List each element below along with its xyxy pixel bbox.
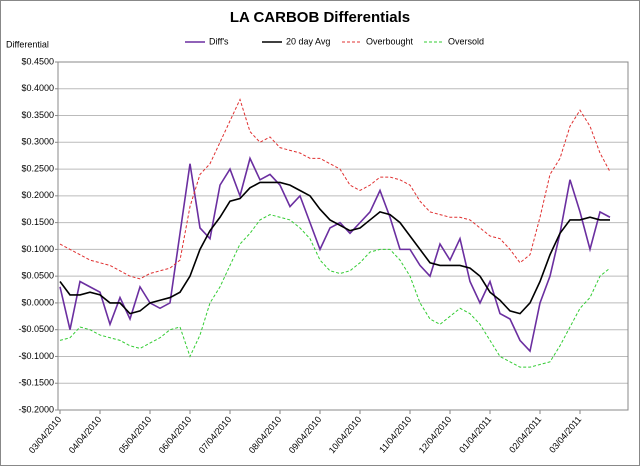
y-tick-label: -$0.1000 bbox=[18, 351, 54, 361]
chart-title: LA CARBOB Differentials bbox=[230, 9, 410, 26]
y-tick-label: -$0.1500 bbox=[18, 378, 54, 388]
plot-area bbox=[57, 61, 629, 411]
y-tick-label: $0.2500 bbox=[21, 163, 54, 173]
y-tick-label: $0.1500 bbox=[21, 217, 54, 227]
y-axis-title: Differential bbox=[6, 39, 49, 49]
legend-label: Oversold bbox=[448, 36, 484, 46]
y-tick-label: -$0.0500 bbox=[18, 324, 54, 334]
series-line bbox=[59, 156, 611, 353]
y-tick-label: $0.2000 bbox=[21, 190, 54, 200]
legend-label: Overbought bbox=[366, 36, 414, 46]
y-tick-label: $0.3500 bbox=[21, 110, 54, 120]
series-line bbox=[59, 214, 611, 368]
legend-label: Diff's bbox=[209, 36, 229, 46]
y-tick-label: $0.0500 bbox=[21, 271, 54, 281]
y-tick-label: $0.4500 bbox=[21, 56, 54, 66]
series-line bbox=[59, 181, 610, 315]
y-tick-label: $0.0000 bbox=[21, 297, 54, 307]
legend-label: 20 day Avg bbox=[286, 36, 330, 46]
y-tick-label: -$0.2000 bbox=[18, 404, 54, 414]
y-tick-label: $0.3000 bbox=[21, 137, 54, 147]
y-tick-label: $0.1000 bbox=[21, 244, 54, 254]
series-line bbox=[59, 98, 611, 280]
y-tick-label: $0.4000 bbox=[21, 83, 54, 93]
